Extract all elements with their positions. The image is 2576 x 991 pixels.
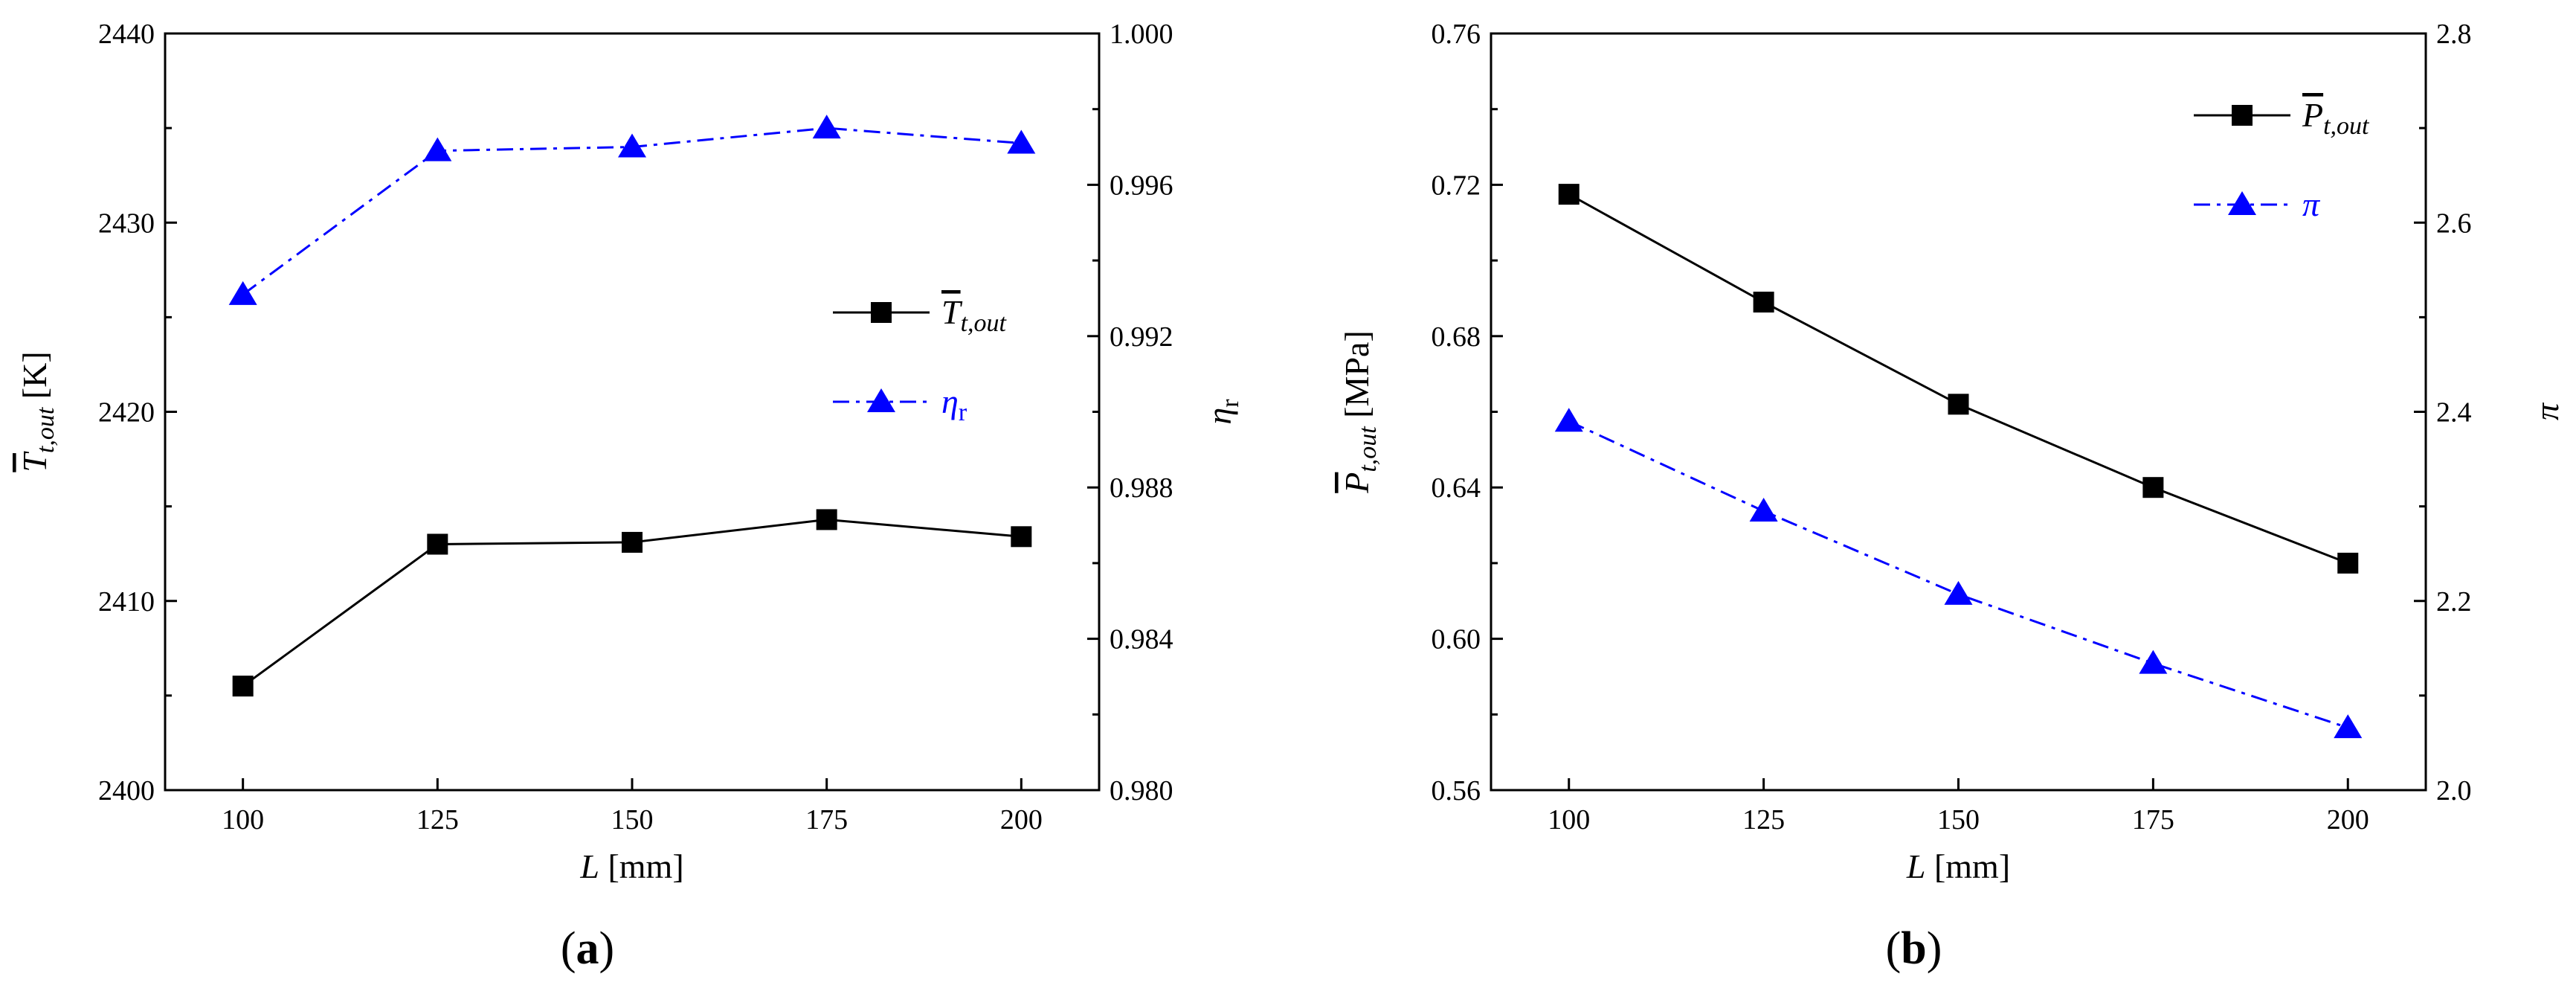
- y-left-tick-label: 0.76: [1432, 19, 1481, 50]
- data-point-square: [2337, 552, 2359, 574]
- y-left-label-unit: [MPa]: [1338, 330, 1376, 426]
- y-right-tick-label: 2.8: [2436, 19, 2472, 50]
- data-point-triangle: [1007, 129, 1036, 154]
- x-tick-label: 150: [611, 804, 654, 836]
- y-right-tick-label: 2.2: [2436, 586, 2472, 618]
- legend-marker-square: [2232, 105, 2253, 126]
- y-right-tick-label: 2.6: [2436, 208, 2472, 239]
- x-axis-label-unit: [mm]: [1925, 847, 2010, 885]
- y-right-tick-label: 0.980: [1110, 775, 1173, 806]
- panel-label-open: (: [1886, 923, 1902, 974]
- legend-label: ηr: [941, 382, 967, 426]
- y-left-tick-label: 0.60: [1432, 624, 1481, 655]
- y-left-tick-label: 0.64: [1432, 472, 1481, 504]
- x-tick-label: 175: [2132, 804, 2174, 836]
- y-left-tick-label: 0.68: [1432, 321, 1481, 353]
- legend-label-sub: t,out: [961, 310, 1008, 337]
- data-point-square: [232, 676, 254, 697]
- data-point-square: [427, 533, 448, 555]
- data-point-square: [816, 509, 837, 530]
- y-right-label-main: η: [1200, 408, 1238, 425]
- y-right-axis-label: π: [2528, 402, 2566, 420]
- y-right-tick-label: 0.988: [1110, 472, 1173, 504]
- y-left-label-unit: [K]: [16, 351, 54, 407]
- data-point-triangle: [1944, 580, 1973, 605]
- y-right-label-main: π: [2528, 402, 2566, 420]
- x-tick-label: 175: [805, 804, 848, 836]
- panel-label-close: ): [1927, 923, 1942, 974]
- y-right-tick-label: 0.996: [1110, 170, 1173, 201]
- x-tick-label: 100: [222, 804, 264, 836]
- y-right-tick-label: 2.0: [2436, 775, 2472, 806]
- legend-label-main: T: [941, 293, 963, 331]
- y-right-label-sub: r: [1217, 399, 1244, 408]
- data-point-triangle: [618, 133, 646, 158]
- legend-label-sub: t,out: [2323, 112, 2370, 140]
- x-axis-label-var: L: [1906, 847, 1926, 885]
- data-point-triangle: [1554, 408, 1583, 432]
- legend-label-main: π: [2302, 185, 2321, 223]
- x-tick-label: 150: [1937, 804, 1980, 836]
- data-point-triangle: [228, 280, 257, 305]
- y-left-label-sub: t,out: [32, 406, 59, 453]
- x-axis-label: L [mm]: [1906, 847, 2010, 885]
- data-point-triangle: [423, 137, 452, 161]
- y-left-label-sub: t,out: [1354, 426, 1382, 472]
- panel-label-letter: a: [576, 923, 599, 974]
- y-left-label-main: T: [16, 451, 54, 472]
- x-tick-label: 125: [416, 804, 459, 836]
- legend-label: Pt,out: [2302, 96, 2370, 140]
- data-point-triangle: [1749, 497, 1778, 522]
- chart-panel-b: 100 125 150 175 200 0.56 0.60 0.64 0.68 0.72 0.76 2…: [1338, 19, 2566, 974]
- x-tick-label: 200: [2327, 804, 2369, 836]
- data-point-square: [1011, 526, 1032, 548]
- legend-label-sub: r: [959, 399, 967, 426]
- series-line-pi: [1568, 420, 2348, 729]
- panel-label-letter: b: [1901, 923, 1926, 974]
- y-right-tick-label: 0.984: [1110, 624, 1173, 655]
- data-point-triangle: [2334, 714, 2363, 739]
- data-point-square: [1948, 394, 1969, 415]
- y-right-tick-label: 2.4: [2436, 397, 2472, 429]
- panel-label-open: (: [561, 923, 576, 974]
- x-tick-label: 125: [1742, 804, 1785, 836]
- x-axis-label-var: L: [579, 847, 599, 885]
- legend-marker-triangle: [867, 388, 895, 412]
- legend-label-main: P: [2302, 96, 2323, 134]
- legend-marker-square: [871, 302, 892, 323]
- panel-label-close: ): [599, 923, 615, 974]
- data-point-square: [1558, 184, 1580, 205]
- x-axis-label-unit: [mm]: [599, 847, 684, 885]
- y-left-axis-label: Tt,out [K]: [16, 351, 59, 472]
- x-tick-label: 100: [1548, 804, 1590, 836]
- y-right-tick-label: 0.992: [1110, 321, 1173, 353]
- y-left-tick-label: 2410: [98, 586, 155, 618]
- chart-panel-a: 100 125 150 175 200 2400 2410 2420 2430 2440 0.980…: [16, 19, 1244, 974]
- y-left-tick-label: 2440: [98, 19, 155, 50]
- y-right-tick-label: 1.000: [1110, 19, 1173, 50]
- y-left-label-main: P: [1338, 472, 1376, 494]
- data-point-square: [1753, 292, 1774, 313]
- data-point-triangle: [812, 115, 841, 139]
- data-point-triangle: [2139, 650, 2168, 674]
- panel-label: (a): [561, 923, 614, 974]
- data-point-square: [622, 531, 643, 553]
- legend-label: π: [2302, 185, 2321, 223]
- panel-label: (b): [1886, 923, 1942, 974]
- x-tick-label: 200: [1000, 804, 1043, 836]
- y-left-tick-label: 0.56: [1432, 775, 1481, 806]
- x-axis-label: L [mm]: [579, 847, 683, 885]
- y-left-tick-label: 2420: [98, 397, 155, 429]
- legend-marker-triangle: [2228, 191, 2256, 215]
- y-left-axis-label: Pt,out [MPa]: [1338, 330, 1382, 494]
- y-right-axis-label: ηr: [1200, 399, 1244, 425]
- legend-label-main: η: [941, 382, 959, 420]
- y-left-tick-label: 2430: [98, 208, 155, 239]
- data-point-square: [2142, 477, 2164, 498]
- y-left-tick-label: 0.72: [1432, 170, 1481, 201]
- series-line-P_t,out: [1568, 193, 2348, 565]
- y-left-tick-label: 2400: [98, 775, 155, 806]
- legend-label: Tt,out: [941, 293, 1008, 337]
